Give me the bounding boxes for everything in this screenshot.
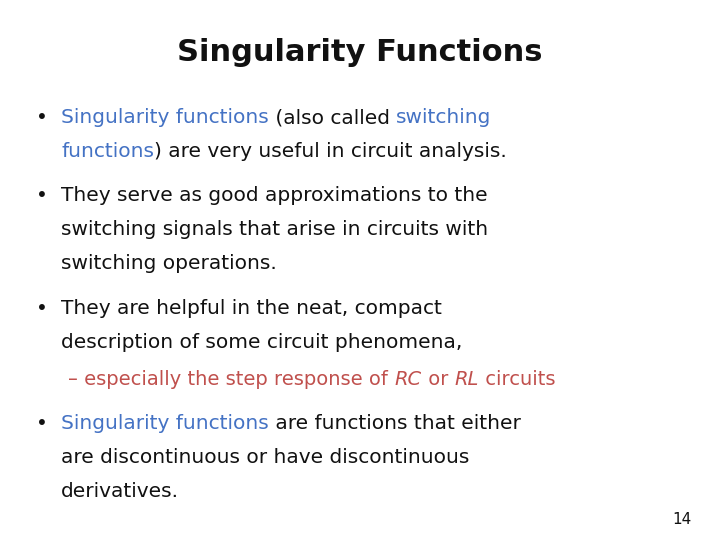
Text: They serve as good approximations to the: They serve as good approximations to the (61, 186, 488, 205)
Text: RC: RC (395, 370, 422, 389)
Text: are discontinuous or have discontinuous: are discontinuous or have discontinuous (61, 448, 469, 467)
Text: •: • (36, 299, 48, 318)
Text: are functions that either: are functions that either (269, 414, 521, 433)
Text: •: • (36, 108, 48, 127)
Text: switching operations.: switching operations. (61, 254, 277, 273)
Text: switching: switching (396, 108, 492, 127)
Text: RL: RL (454, 370, 479, 389)
Text: derivatives.: derivatives. (61, 482, 179, 501)
Text: circuits: circuits (479, 370, 555, 389)
Text: Singularity Functions: Singularity Functions (177, 38, 543, 67)
Text: Singularity functions: Singularity functions (61, 414, 269, 433)
Text: functions: functions (61, 142, 154, 161)
Text: They are helpful in the neat, compact: They are helpful in the neat, compact (61, 299, 442, 318)
Text: Singularity functions: Singularity functions (61, 108, 269, 127)
Text: (also called: (also called (269, 108, 396, 127)
Text: 14: 14 (672, 511, 691, 526)
Text: •: • (36, 186, 48, 205)
Text: description of some circuit phenomena,: description of some circuit phenomena, (61, 333, 462, 352)
Text: – especially the step response of: – especially the step response of (68, 370, 395, 389)
Text: switching signals that arise in circuits with: switching signals that arise in circuits… (61, 220, 488, 239)
Text: or: or (422, 370, 454, 389)
Text: •: • (36, 414, 48, 433)
Text: ) are very useful in circuit analysis.: ) are very useful in circuit analysis. (154, 142, 507, 161)
